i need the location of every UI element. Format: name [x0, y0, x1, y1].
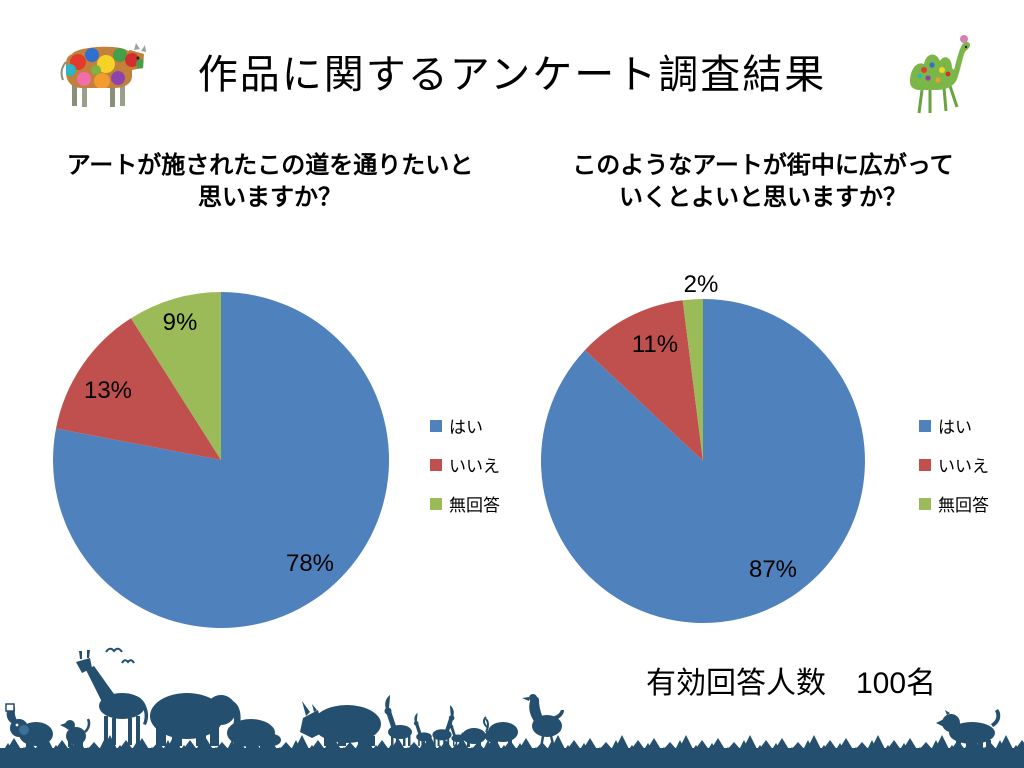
rhino-silhouette [300, 701, 381, 746]
pie2-legend-item-yes: はい [919, 413, 989, 438]
baboon-silhouette [60, 718, 91, 747]
elephant-silhouette [150, 693, 241, 746]
pie1-legend-label-no: いいえ [449, 457, 500, 476]
pie2-legend-item-no: いいえ [919, 452, 989, 477]
pie2-label-no: 11% [632, 331, 678, 358]
pie1-legend-swatch-no [430, 458, 442, 471]
pie2-slice-yes [540, 299, 865, 623]
logo-elephant-icon [5, 703, 53, 748]
bird-icon [105, 647, 123, 653]
pie1-legend-item-noanswer: 無回答 [430, 491, 500, 516]
pie1-legend-item-yes: はい [430, 413, 500, 438]
chart2-question-line1: このようなアートが街中に広がって [572, 152, 954, 179]
pie2-label-noanswer: 2% [684, 271, 719, 298]
warthog-silhouette [456, 718, 489, 747]
giraffe-silhouette [76, 650, 149, 745]
pie2-legend-item-noanswer: 無回答 [919, 491, 989, 516]
pie1-legend-label-yes: はい [449, 418, 483, 437]
pie2-legend-label-no: いいえ [938, 457, 989, 476]
art-cow-icon [60, 43, 146, 107]
pie1-label-no: 13% [84, 377, 132, 404]
lion-silhouette [936, 709, 1001, 749]
bird-icon-2 [121, 659, 135, 664]
chart2-question-line2: いくとよいと思いますか？ [619, 184, 907, 212]
pie-chart-2: 87% 11% 2% [540, 271, 865, 623]
hippo-silhouette [227, 719, 281, 748]
chart1-question: アートが施されたこの道を通りたいと 思いますか？ [50, 150, 490, 215]
pie1-label-noanswer: 9% [163, 309, 198, 336]
pie1-slice-noanswer [131, 292, 221, 460]
pie2-slice-no [584, 300, 703, 461]
pie1-label-yes: 78% [286, 550, 334, 577]
pie2-legend-label-noanswer: 無回答 [938, 496, 989, 515]
art-camel-icon [910, 35, 970, 114]
pie2-slice-noanswer [682, 299, 703, 461]
slide-title: 作品に関するアンケート調査結果 [197, 53, 827, 97]
buffalo-silhouette [482, 716, 518, 747]
respondents-note: 有効回答人数 100名 [645, 667, 937, 700]
chart1-question-line1: アートが施されたこの道を通りたいと [66, 152, 474, 179]
ostrich-silhouette [522, 694, 564, 749]
pie-chart-1: 78% 13% 9% [53, 292, 390, 628]
pie2-legend-swatch-no [919, 458, 931, 471]
pie2-label-yes: 87% [749, 556, 797, 583]
pie1-legend-swatch-noanswer [430, 497, 442, 510]
pie1-legend-swatch-yes [430, 419, 442, 432]
pie1-slice-yes [53, 292, 390, 628]
pie2-legend-swatch-noanswer [919, 497, 931, 510]
pie2-legend: はい いいえ 無回答 [919, 413, 989, 516]
chart1-question-line2: 思いますか？ [198, 184, 342, 212]
pie1-legend-label-noanswer: 無回答 [449, 496, 500, 515]
pie2-legend-swatch-yes [919, 419, 931, 432]
safari-footer-silhouette [0, 647, 1024, 768]
pie1-slice-no [56, 318, 221, 460]
pie1-legend: はい いいえ 無回答 [430, 413, 500, 516]
chart2-question: このようなアートが街中に広がって いくとよいと思いますか？ [543, 150, 983, 215]
pie1-legend-item-no: いいえ [430, 452, 500, 477]
pie2-legend-label-yes: はい [938, 418, 972, 437]
